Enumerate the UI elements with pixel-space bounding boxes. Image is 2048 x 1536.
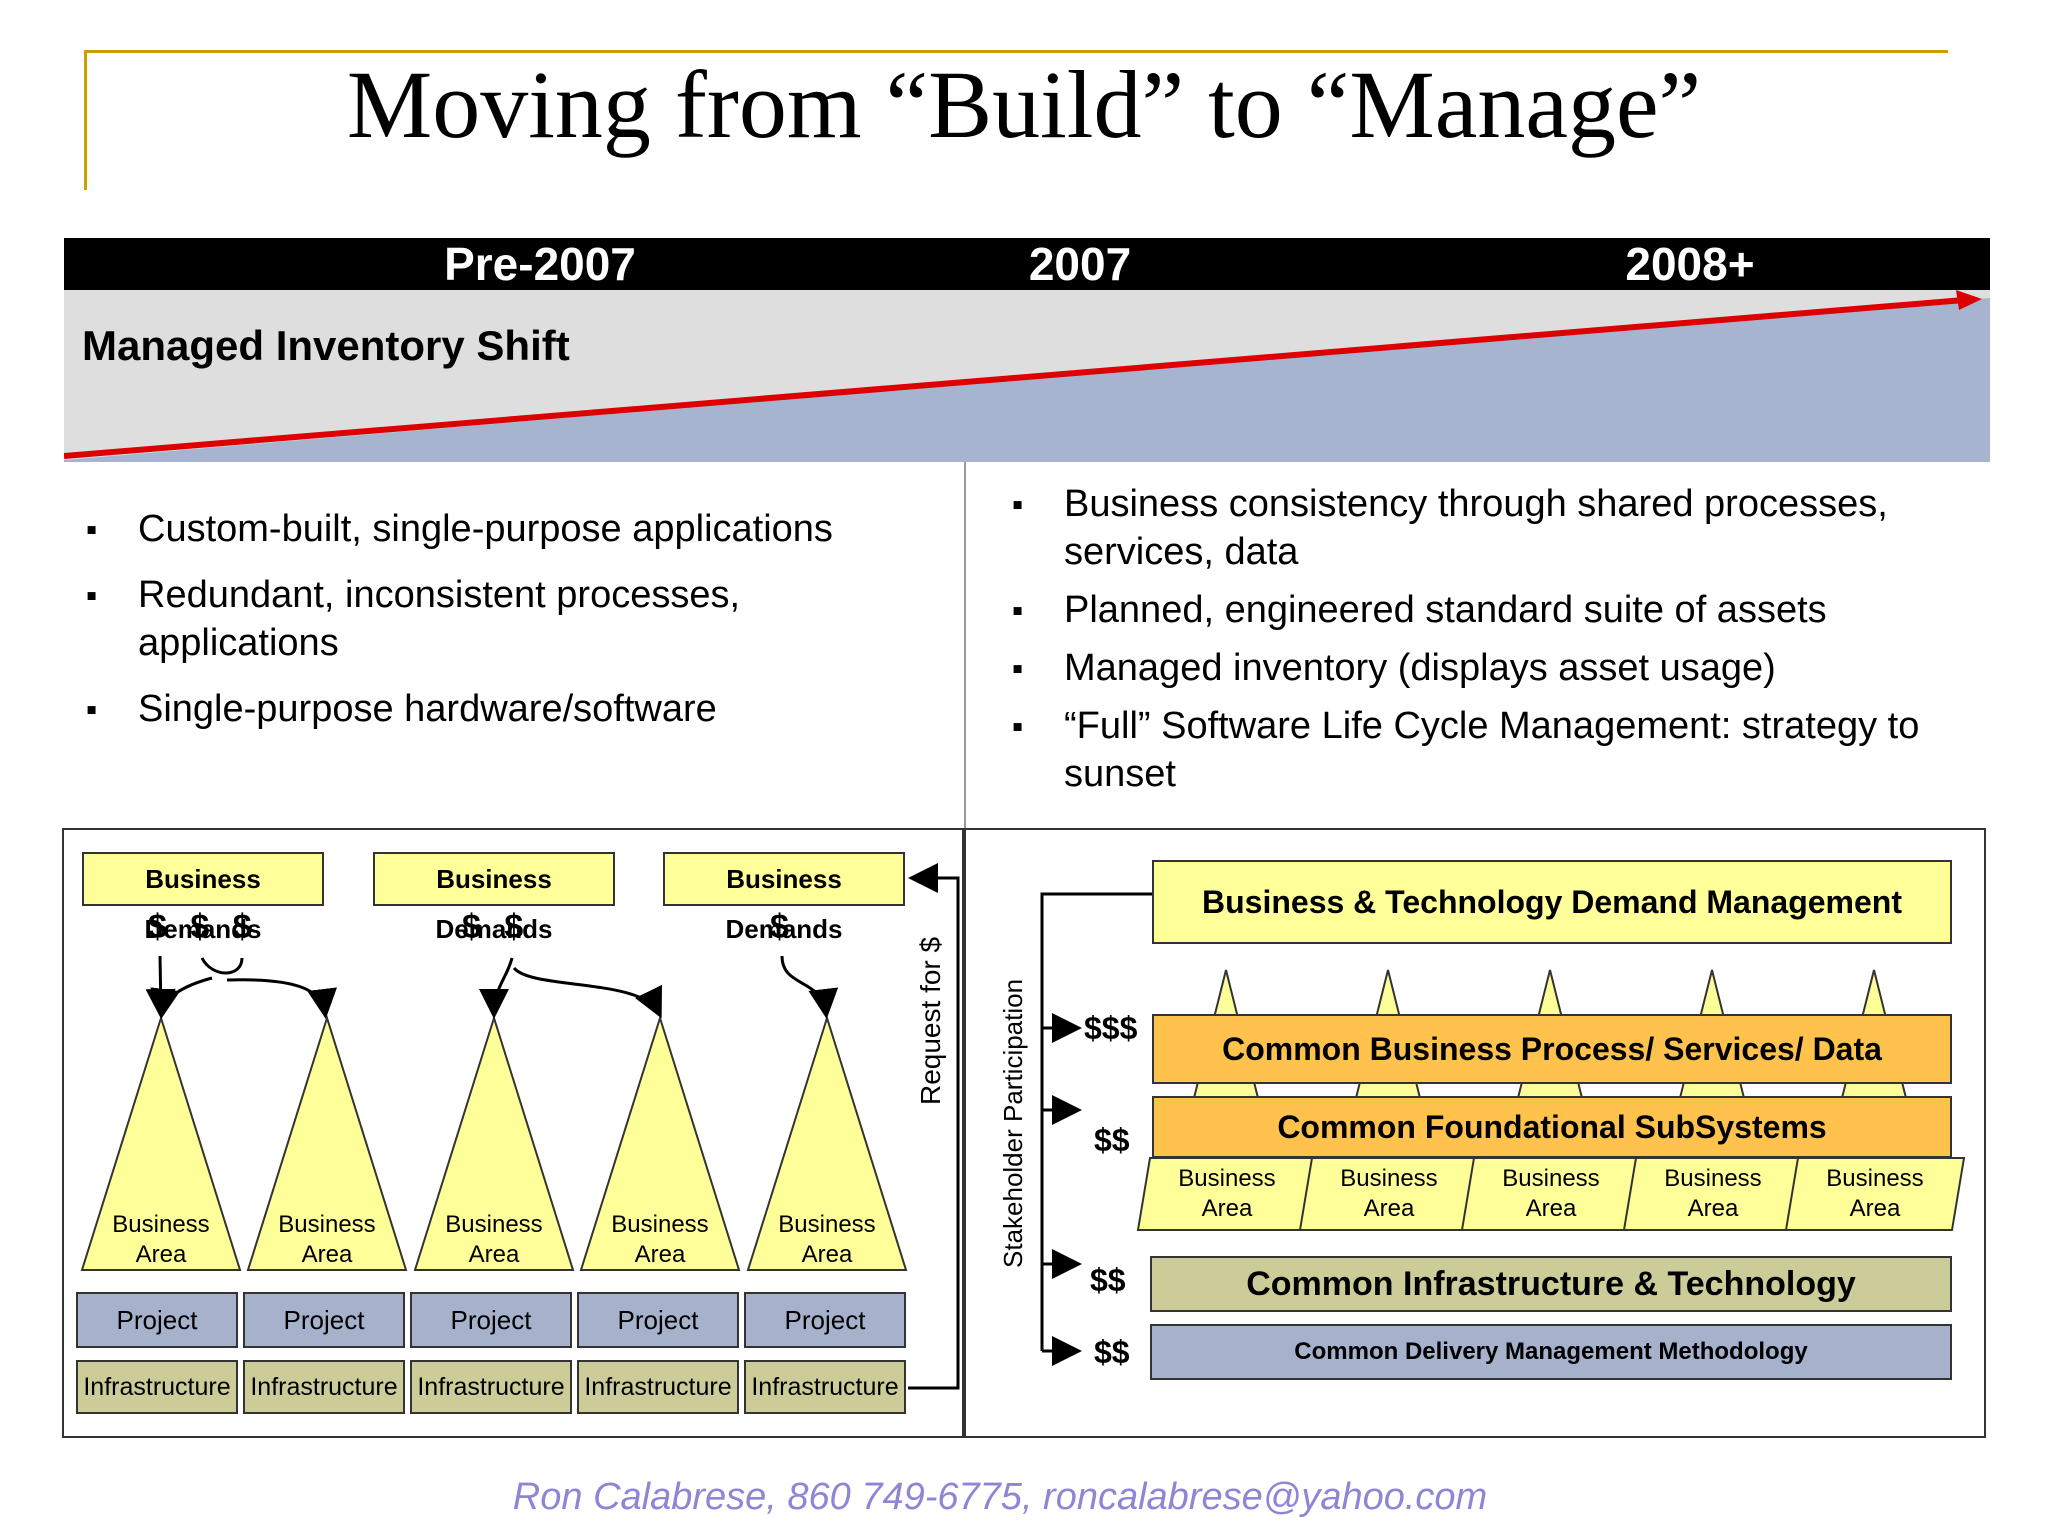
- project-cell: Project: [76, 1292, 238, 1348]
- inventory-shift-band: [64, 290, 1990, 462]
- dollar-signs-2: $ $: [462, 908, 524, 946]
- common-delivery-bar: Common Delivery Management Methodology: [1150, 1324, 1952, 1380]
- left-diagram-frame: [62, 828, 964, 1438]
- project-cell: Project: [410, 1292, 572, 1348]
- business-area-label: Business Area: [1826, 1165, 1924, 1222]
- dollar-signs-1: $ $ $: [148, 908, 252, 946]
- business-area-label: Business Area: [778, 1211, 876, 1268]
- left-diagram-graphics: [80, 863, 960, 1390]
- funding-level-bp: $$$: [1084, 1010, 1138, 1046]
- common-infrastructure-bar: Common Infrastructure & Technology: [1150, 1256, 1952, 1312]
- business-area-label: Business Area: [278, 1211, 376, 1268]
- timeline-label-2007: 2007: [1028, 238, 1132, 290]
- project-cell: Project: [577, 1292, 739, 1348]
- gold-rule-left: [84, 50, 87, 190]
- project-cell: Project: [243, 1292, 405, 1348]
- right-diagram-frame: [964, 828, 1986, 1438]
- business-area-label: Business Area: [611, 1211, 709, 1268]
- timeline-label-pre2007: Pre-2007: [444, 238, 636, 290]
- infrastructure-cell: Infrastructure: [243, 1360, 405, 1414]
- demand-management-box: Business & Technology Demand Management: [1152, 860, 1952, 944]
- funding-level-delivery: $$: [1094, 1334, 1130, 1370]
- right-bullet-list: Business consistency through shared proc…: [1012, 480, 1972, 816]
- common-foundational-bar: Common Foundational SubSystems: [1152, 1096, 1952, 1158]
- right-bullet-item: Managed inventory (displays asset usage): [1012, 644, 1972, 692]
- infrastructure-cell: Infrastructure: [410, 1360, 572, 1414]
- business-area-label: Business Area: [1178, 1165, 1276, 1222]
- project-cell: Project: [744, 1292, 906, 1348]
- timeline-bar: [64, 238, 1990, 290]
- business-area-label: Business Area: [112, 1211, 210, 1268]
- common-business-process-bar: Common Business Process/ Services/ Data: [1152, 1014, 1952, 1084]
- business-area-label: Business Area: [1502, 1165, 1600, 1222]
- right-bullet-item: “Full” Software Life Cycle Management: s…: [1012, 702, 1972, 798]
- footer-contact: Ron Calabrese, 860 749-6775, roncalabres…: [512, 1476, 1488, 1518]
- gold-rule-top: [84, 50, 1948, 53]
- shift-label: Managed Inventory Shift: [82, 322, 570, 369]
- business-area-label: Business Area: [445, 1211, 543, 1268]
- business-demands-box-2: Business Demands: [373, 852, 615, 944]
- right-bullet-item: Business consistency through shared proc…: [1012, 480, 1972, 576]
- bullets-panel-divider: [964, 462, 966, 828]
- business-demands-box-1: Business Demands: [82, 852, 324, 944]
- request-label: Request for $: [915, 936, 946, 1105]
- left-bullet-item: Single-purpose hardware/software: [86, 685, 946, 733]
- timeline-label-2008plus: 2008+: [1625, 238, 1755, 290]
- left-bullet-list: Custom-built, single-purpose application…: [86, 505, 946, 751]
- business-area-label: Business Area: [1664, 1165, 1762, 1222]
- business-demands-box-3: Business Demands: [663, 852, 905, 944]
- dollar-signs-3: $: [770, 908, 789, 946]
- funding-level-infrastructure: $$: [1090, 1262, 1126, 1298]
- business-area-label: Business Area: [1340, 1165, 1438, 1222]
- right-bullet-item: Planned, engineered standard suite of as…: [1012, 586, 1972, 634]
- page-title: Moving from “Build” to “Manage”: [346, 51, 1702, 158]
- infrastructure-cell: Infrastructure: [76, 1360, 238, 1414]
- infrastructure-cell: Infrastructure: [577, 1360, 739, 1414]
- left-bullet-item: Redundant, inconsistent processes, appli…: [86, 571, 946, 667]
- funding-level-foundational: $$: [1094, 1122, 1130, 1158]
- stakeholder-label: Stakeholder Participation: [998, 978, 1028, 1268]
- left-bullet-item: Custom-built, single-purpose application…: [86, 505, 946, 553]
- infrastructure-cell: Infrastructure: [744, 1360, 906, 1414]
